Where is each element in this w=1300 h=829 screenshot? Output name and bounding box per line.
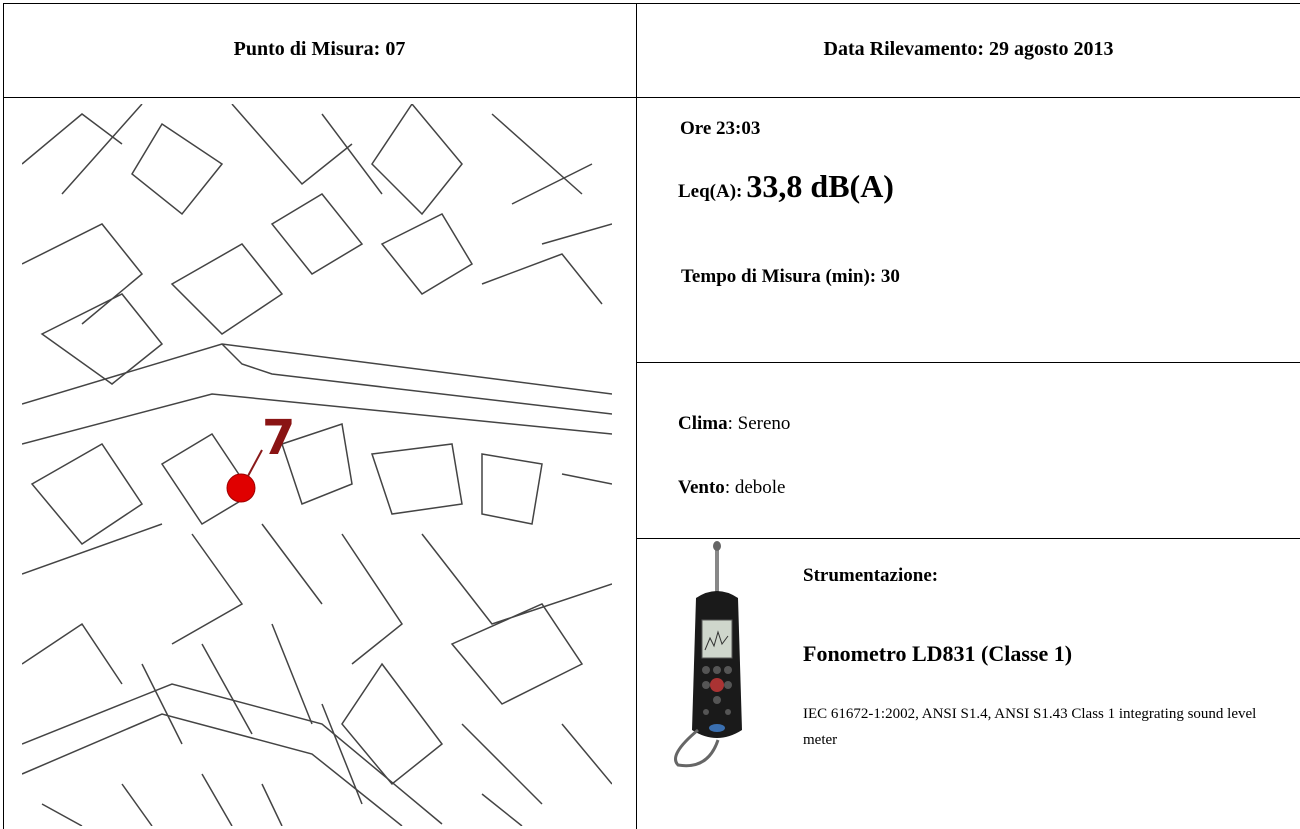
border — [3, 97, 1300, 98]
vento-label: Vento — [678, 477, 725, 498]
leq-value: 33,8 dB(A) — [746, 168, 894, 204]
map-point-label: 7 — [262, 410, 295, 466]
duration: Tempo di Misura (min): 30 — [681, 266, 900, 287]
map: 7 — [22, 104, 612, 826]
border — [3, 3, 1300, 4]
leq-label: Leq(A): — [678, 181, 743, 202]
border — [636, 538, 1300, 539]
header-right: Data Rilevamento: 29 agosto 2013 — [823, 38, 1114, 60]
instrument-heading: Strumentazione: — [803, 565, 939, 586]
clima: Clima: Sereno — [678, 413, 790, 435]
vento-value: : debole — [724, 477, 786, 498]
clima-value: : Sereno — [727, 413, 791, 434]
header-left: Punto di Misura: 07 — [233, 38, 406, 60]
instrument-description: IEC 61672-1:2002, ANSI S1.4, ANSI S1.43 … — [803, 706, 1257, 748]
vento: Vento: debole — [678, 477, 786, 499]
border — [3, 3, 4, 829]
instrument-image — [674, 541, 742, 768]
instrument-name: Fonometro LD831 (Classe 1) — [803, 641, 1073, 666]
leq: Leq(A): 33,8 dB(A) — [678, 168, 894, 205]
border — [636, 3, 637, 829]
time: Ore 23:03 — [680, 118, 761, 139]
border — [636, 362, 1300, 363]
clima-label: Clima — [678, 413, 728, 434]
